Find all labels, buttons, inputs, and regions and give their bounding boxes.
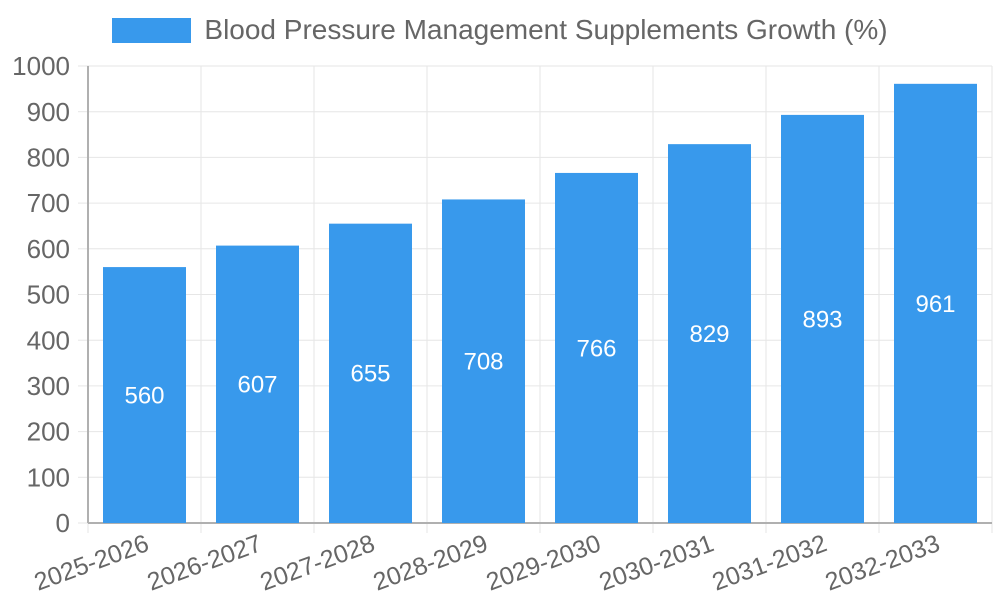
legend-swatch-icon: [112, 17, 192, 43]
x-tick-label: 2029-2030: [483, 529, 605, 596]
y-tick-label: 1000: [12, 51, 70, 81]
bar-value-label: 961: [915, 291, 955, 318]
bar-2025-2026[interactable]: [103, 267, 186, 523]
bar-2029-2030[interactable]: [555, 172, 638, 524]
y-tick-label: 500: [27, 280, 70, 310]
bar-value-label: 655: [350, 361, 390, 388]
x-tick-label: 2027-2028: [257, 529, 379, 596]
x-tick-label: 2031-2032: [709, 529, 831, 596]
bar-value-label: 829: [689, 321, 729, 348]
bar-value-label: 607: [237, 372, 277, 399]
bar-2031-2032[interactable]: [781, 114, 864, 524]
bar-value-label: 560: [124, 382, 164, 409]
bar-value-label: 893: [802, 306, 842, 333]
bar-value-label: 708: [463, 349, 503, 376]
y-tick-label: 400: [27, 325, 70, 355]
bar-2032-2033[interactable]: [894, 83, 977, 523]
bar-2028-2029[interactable]: [442, 199, 525, 523]
y-tick-label: 700: [27, 188, 70, 218]
bar-2030-2031[interactable]: [668, 144, 751, 523]
y-tick-label: 300: [27, 371, 70, 401]
bar-2027-2028[interactable]: [329, 223, 412, 524]
x-tick-label: 2028-2029: [370, 529, 492, 596]
y-tick-label: 0: [56, 508, 70, 538]
y-tick-label: 600: [27, 234, 70, 264]
legend[interactable]: Blood Pressure Management Supplements Gr…: [0, 14, 1000, 46]
x-tick-label: 2025-2026: [31, 529, 153, 596]
x-tick-label: 2032-2033: [822, 529, 944, 596]
y-tick-label: 800: [27, 143, 70, 173]
bar-value-label: 766: [576, 335, 616, 362]
y-tick-label: 100: [27, 462, 70, 492]
y-tick-label: 200: [27, 417, 70, 447]
x-tick-label: 2030-2031: [596, 529, 718, 596]
y-tick-label: 900: [27, 97, 70, 127]
bar-2026-2027[interactable]: [216, 245, 299, 523]
x-tick-label: 2026-2027: [144, 529, 266, 596]
legend-label: Blood Pressure Management Supplements Gr…: [204, 14, 888, 45]
